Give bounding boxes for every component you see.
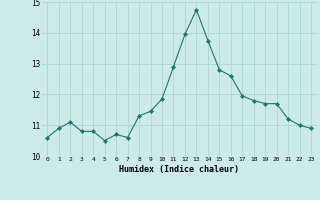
X-axis label: Humidex (Indice chaleur): Humidex (Indice chaleur) xyxy=(119,165,239,174)
